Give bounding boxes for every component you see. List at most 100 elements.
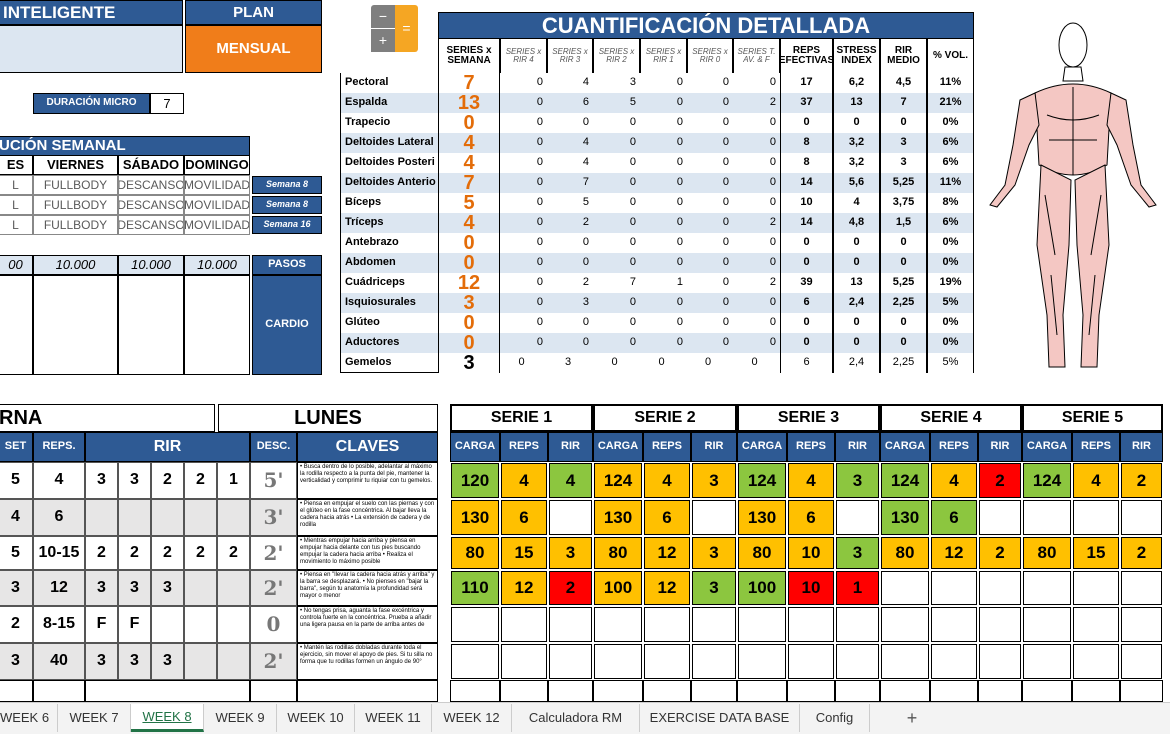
duration-value: 7 bbox=[150, 93, 184, 114]
weekly-cell: FULLBODY bbox=[33, 195, 118, 215]
series-cell: 130 bbox=[594, 500, 642, 535]
sheet-tab[interactable]: Config bbox=[800, 704, 870, 732]
empty-cell bbox=[643, 680, 691, 702]
quant-cell: 2,4 bbox=[833, 353, 880, 373]
series-cell: 6 bbox=[644, 500, 690, 535]
cardio-label: CARDIO bbox=[252, 275, 322, 375]
empty-cell bbox=[880, 680, 930, 702]
quant-cell: 12 bbox=[438, 273, 500, 293]
quant-cell: 0 bbox=[687, 333, 733, 353]
muscle-name: Gemelos bbox=[340, 353, 438, 373]
sheet-tab[interactable]: WEEK 9 bbox=[204, 704, 277, 732]
series-subheader: CARGA bbox=[593, 432, 643, 462]
series-cell: 2 bbox=[1121, 537, 1162, 569]
tips-cell: • Piensa en empujar el suelo con las pie… bbox=[297, 499, 438, 536]
quant-header: SERIES x SEMANA bbox=[438, 38, 500, 74]
quant-cell: 0 bbox=[687, 273, 733, 293]
quant-cell: 0 bbox=[833, 113, 880, 133]
empty-cell bbox=[33, 680, 85, 702]
series-cell: 120 bbox=[451, 463, 499, 498]
series-cell bbox=[501, 644, 547, 679]
rir-cell: 2 bbox=[184, 462, 217, 499]
rir-cell: 1 bbox=[217, 462, 250, 499]
quant-cell: 5,25 bbox=[880, 173, 927, 193]
quant-cell: 0 bbox=[500, 133, 547, 153]
quant-cell: 0 bbox=[438, 233, 500, 253]
quant-cell: 4 bbox=[547, 153, 593, 173]
sheet-tab[interactable]: WEEK 7 bbox=[58, 704, 131, 732]
empty-cell bbox=[1120, 680, 1163, 702]
quant-cell: 0 bbox=[733, 73, 780, 93]
series-cell bbox=[549, 607, 592, 642]
quant-cell: 7 bbox=[547, 173, 593, 193]
rir-cell bbox=[184, 570, 217, 606]
rir-cell bbox=[184, 499, 217, 536]
empty-cell bbox=[930, 680, 978, 702]
quant-cell: 0 bbox=[593, 113, 640, 133]
rir-cell: 3 bbox=[151, 643, 184, 680]
quant-cell: 0 bbox=[640, 133, 687, 153]
tips-cell: • Busca dentro de lo posible, adelantar … bbox=[297, 462, 438, 499]
sheet-tab[interactable]: WEEK 12 bbox=[432, 704, 512, 732]
quant-cell: 0 bbox=[500, 293, 547, 313]
quant-cell: 0 bbox=[500, 73, 547, 93]
series-subheader: REPS bbox=[1072, 432, 1120, 462]
series-cell bbox=[549, 500, 592, 535]
sheet-tab[interactable]: WEEK 10 bbox=[277, 704, 355, 732]
quant-cell: 0% bbox=[927, 333, 974, 353]
series-cell: 3 bbox=[549, 537, 592, 569]
series-cell bbox=[1023, 644, 1071, 679]
series-cell: 2 bbox=[979, 463, 1021, 498]
quant-cell: 6,2 bbox=[833, 73, 880, 93]
quant-cell: 0 bbox=[593, 233, 640, 253]
quant-cell: 0 bbox=[687, 193, 733, 213]
quant-cell: 0 bbox=[833, 253, 880, 273]
series-cell: 3 bbox=[692, 463, 736, 498]
series-subheader: REPS bbox=[930, 432, 978, 462]
empty-cell bbox=[737, 680, 787, 702]
series-cell: 3 bbox=[692, 571, 736, 605]
quant-cell: 0 bbox=[593, 253, 640, 273]
series-title: SERIE 2 bbox=[593, 404, 737, 432]
sheet-tab[interactable]: WEEK 6 bbox=[0, 704, 58, 732]
empty-cell bbox=[593, 680, 643, 702]
quant-cell: 0 bbox=[640, 293, 687, 313]
steps-label: PASOS bbox=[252, 255, 322, 275]
quant-cell: 4,8 bbox=[833, 213, 880, 233]
series-cell: 12 bbox=[931, 537, 977, 569]
quant-cell: 0 bbox=[733, 253, 780, 273]
muscle-name: Trapecio bbox=[340, 113, 438, 133]
quant-cell: 0 bbox=[640, 253, 687, 273]
quant-cell: 1,5 bbox=[880, 213, 927, 233]
muscle-name: Aductores bbox=[340, 333, 438, 353]
muscle-name: Tríceps bbox=[340, 213, 438, 233]
sheet-tab[interactable]: Calculadora RM bbox=[512, 704, 640, 732]
quant-cell: 0 bbox=[500, 313, 547, 333]
series-title: SERIE 4 bbox=[880, 404, 1022, 432]
quant-cell: 0 bbox=[833, 333, 880, 353]
quant-cell: 0 bbox=[733, 193, 780, 213]
quant-cell: 0 bbox=[733, 173, 780, 193]
quant-cell: 0 bbox=[500, 173, 547, 193]
empty-cell bbox=[1072, 680, 1120, 702]
quant-cell: 19% bbox=[927, 273, 974, 293]
series-cell: 124 bbox=[1023, 463, 1071, 498]
sheet-tab[interactable]: WEEK 11 bbox=[355, 704, 432, 732]
tips-cell: • Mantén las rodillas dobladas durante t… bbox=[297, 643, 438, 680]
weekly-header: ES bbox=[0, 155, 33, 175]
series-subheader: REPS bbox=[643, 432, 691, 462]
quant-cell: 0 bbox=[833, 233, 880, 253]
quant-cell: 7 bbox=[438, 173, 500, 193]
tips-cell: • Mientras empujar hacia arriba y piensa… bbox=[297, 536, 438, 570]
quant-cell: 0 bbox=[438, 333, 500, 353]
empty-cell bbox=[787, 680, 835, 702]
rest-cell: 2' bbox=[250, 643, 297, 680]
sheet-tab[interactable]: EXERCISE DATA BASE bbox=[640, 704, 800, 732]
quant-cell: 0 bbox=[640, 153, 687, 173]
sheet-tab[interactable]: WEEK 8 bbox=[131, 704, 204, 732]
rir-cell bbox=[151, 606, 184, 643]
quant-header: SERIES T. AV. & F bbox=[733, 38, 780, 74]
session-day: LUNES bbox=[218, 404, 438, 432]
quant-cell: 3,75 bbox=[880, 193, 927, 213]
quant-cell: 2 bbox=[733, 213, 780, 233]
